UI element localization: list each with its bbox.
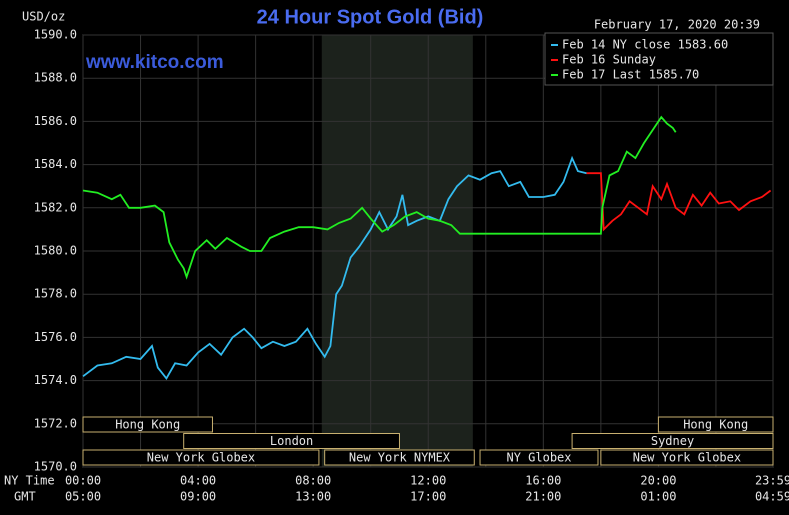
x-tick-label: 12:00 <box>410 474 446 488</box>
x-axis-label: NY Time <box>4 474 55 488</box>
chart-title: 24 Hour Spot Gold (Bid) <box>257 6 484 28</box>
session-bar <box>657 416 774 433</box>
x2-tick-label: 13:00 <box>295 490 331 504</box>
y-tick-label: 1574.0 <box>34 373 77 387</box>
session-bar <box>82 416 213 433</box>
y-tick-label: 1570.0 <box>34 460 77 474</box>
x-tick-label: 08:00 <box>295 474 331 488</box>
series-line <box>82 115 677 280</box>
session-label: Sydney <box>651 434 694 448</box>
y-tick-label: 1580.0 <box>34 244 77 258</box>
x2-tick-label: 01:00 <box>640 490 676 504</box>
x2-tick-label: 04:59 <box>755 490 789 504</box>
legend-box <box>544 32 774 86</box>
x-tick-label: 16:00 <box>525 474 561 488</box>
timestamp: February 17, 2020 20:39 <box>594 18 760 32</box>
x2-axis-label: GMT <box>14 490 36 504</box>
session-label: Hong Kong <box>115 418 180 432</box>
legend-label: Feb 14 NY close 1583.60 <box>562 38 728 52</box>
legend-label: Feb 17 Last 1585.70 <box>562 68 699 82</box>
y-tick-label: 1572.0 <box>34 416 77 430</box>
session-bar <box>82 449 320 466</box>
x-tick-label: 23:59 <box>755 474 789 488</box>
session-bar <box>600 449 774 466</box>
x2-tick-label: 17:00 <box>410 490 446 504</box>
x-tick-label: 20:00 <box>640 474 676 488</box>
y-tick-label: 1578.0 <box>34 287 77 301</box>
session-bar <box>183 433 400 449</box>
x2-tick-label: 21:00 <box>525 490 561 504</box>
session-bar <box>479 449 599 466</box>
session-label: London <box>270 434 313 448</box>
y-tick-label: 1582.0 <box>34 200 77 214</box>
y-tick-label: 1576.0 <box>34 330 77 344</box>
y-tick-label: 1588.0 <box>34 71 77 85</box>
session-bar <box>571 433 774 449</box>
y-tick-label: 1590.0 <box>34 28 77 42</box>
series-line <box>82 155 587 380</box>
series-line <box>586 172 772 232</box>
x2-tick-label: 09:00 <box>180 490 216 504</box>
y-tick-label: 1584.0 <box>34 157 77 171</box>
session-label: Hong Kong <box>683 418 748 432</box>
y-unit-label: USD/oz <box>22 10 65 24</box>
session-label: New York NYMEX <box>349 451 451 465</box>
y-tick-label: 1586.0 <box>34 114 77 128</box>
watermark: www.kitco.com <box>85 52 224 73</box>
session-label: NY Globex <box>506 451 571 465</box>
session-label: New York Globex <box>633 451 741 465</box>
legend-label: Feb 16 Sunday <box>562 53 656 67</box>
session-bar <box>324 449 475 466</box>
x-tick-label: 00:00 <box>65 474 101 488</box>
x2-tick-label: 05:00 <box>65 490 101 504</box>
x-tick-label: 04:00 <box>180 474 216 488</box>
session-label: New York Globex <box>147 451 255 465</box>
